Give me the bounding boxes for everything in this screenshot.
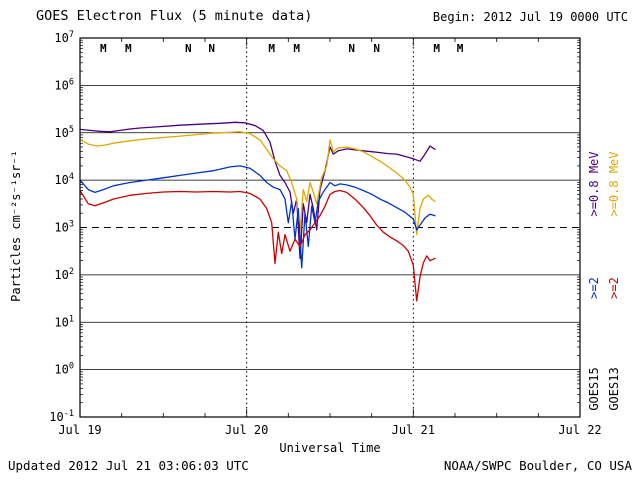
svg-text:Jul 20: Jul 20: [225, 423, 268, 437]
legend-goes13-e2-label: >=2: [607, 277, 621, 299]
svg-text:Jul 22: Jul 22: [558, 423, 601, 437]
svg-text:107: 107: [54, 30, 74, 45]
svg-text:M: M: [293, 42, 300, 55]
svg-text:N: N: [348, 42, 355, 55]
x-axis-label: Universal Time: [279, 441, 381, 455]
svg-text:103: 103: [54, 220, 74, 235]
svg-text:102: 102: [54, 267, 74, 282]
svg-text:M: M: [125, 42, 132, 55]
updated-timestamp: Updated 2012 Jul 21 03:06:03 UTC: [8, 458, 249, 473]
legend-goes15-e2-label: >=2: [587, 277, 601, 299]
svg-text:M: M: [457, 42, 464, 55]
legend-goes13-name: GOES13: [607, 367, 621, 411]
credit-label: NOAA/SWPC Boulder, CO USA: [443, 458, 632, 473]
svg-text:N: N: [208, 42, 215, 55]
svg-text:10-1: 10-1: [49, 409, 74, 424]
svg-text:Jul 19: Jul 19: [58, 423, 101, 437]
svg-text:101: 101: [54, 314, 74, 329]
svg-text:100: 100: [54, 362, 74, 377]
legend-goes13-e08-label: >=0.8 MeV: [607, 151, 621, 217]
svg-text:106: 106: [54, 77, 74, 92]
svg-text:N: N: [185, 42, 192, 55]
begin-timestamp: Begin: 2012 Jul 19 0000 UTC: [432, 10, 628, 24]
legend-goes15-name: GOES15: [587, 367, 601, 411]
svg-text:Jul 21: Jul 21: [392, 423, 435, 437]
page-title: GOES Electron Flux (5 minute data): [36, 8, 313, 24]
svg-text:105: 105: [54, 125, 74, 140]
legend-goes15-e08-label: >=0.8 MeV: [587, 151, 601, 217]
svg-text:104: 104: [54, 172, 74, 187]
svg-text:N: N: [373, 42, 380, 55]
svg-text:M: M: [268, 42, 275, 55]
svg-text:M: M: [433, 42, 440, 55]
svg-text:M: M: [100, 42, 107, 55]
